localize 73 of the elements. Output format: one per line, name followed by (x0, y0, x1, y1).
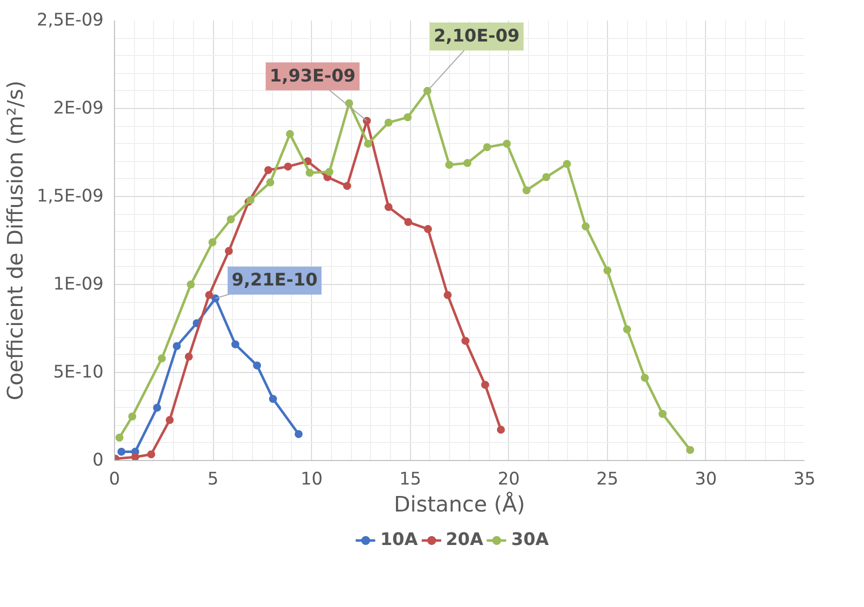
point (445, 160, 454, 169)
point (226, 215, 235, 224)
point (658, 410, 667, 418)
point (481, 380, 490, 389)
x-tick-label: 5 (208, 470, 219, 490)
point (603, 266, 612, 274)
y-tick-label: 2,5E-09 (36, 10, 104, 30)
point (306, 168, 314, 177)
legend-label: 10A (380, 530, 418, 550)
point (461, 336, 470, 345)
y-tick-label: 1E-09 (53, 274, 104, 294)
x-tick-label: 10 (300, 470, 323, 490)
point (231, 340, 240, 348)
point (483, 143, 492, 152)
annotation: 9,21E-10 (232, 270, 318, 291)
y-tick-label: 2E-09 (53, 98, 104, 118)
point (444, 291, 452, 300)
point (640, 374, 649, 382)
point (496, 426, 505, 434)
point (208, 238, 216, 246)
annotation: 1,93E-09 (270, 66, 356, 86)
point (542, 173, 550, 182)
y-axis-title: Coefficient de Diffusion (m²/s) (4, 80, 29, 400)
point (153, 404, 162, 412)
y-tick-label: 5E-10 (53, 362, 104, 382)
point (186, 280, 195, 288)
point (582, 222, 590, 230)
point (264, 166, 272, 174)
point (115, 434, 124, 442)
x-tick-label: 20 (498, 470, 520, 490)
point (362, 116, 371, 125)
point (404, 113, 412, 122)
point (562, 160, 571, 168)
point (686, 446, 694, 454)
point (205, 291, 214, 300)
point (364, 140, 372, 148)
y-tick-label: 1,5E-09 (36, 186, 104, 206)
y-tick-label: 0 (92, 450, 104, 470)
point (286, 130, 294, 138)
point (128, 412, 136, 420)
x-tick-label: 35 (793, 470, 816, 490)
point (147, 450, 156, 458)
point (502, 140, 511, 148)
annotation: 2,10E-09 (434, 26, 520, 47)
point (266, 178, 274, 186)
point (424, 225, 432, 234)
point (269, 394, 278, 403)
x-axis-title: Distance (Å) (394, 492, 526, 518)
point (404, 218, 412, 226)
point (224, 247, 233, 256)
point (284, 162, 292, 171)
x-tick-label: 0 (108, 470, 120, 490)
point (423, 86, 432, 95)
point (294, 430, 303, 438)
point (384, 203, 393, 212)
point (343, 182, 352, 190)
point (184, 352, 193, 361)
point (131, 452, 140, 460)
point (384, 118, 393, 127)
point (166, 416, 174, 424)
x-tick-label: 30 (694, 470, 717, 490)
point (172, 342, 181, 350)
point (253, 361, 262, 370)
point (325, 168, 334, 176)
legend-label: 20A (446, 530, 484, 550)
legend-label: 30A (511, 530, 549, 550)
point (117, 448, 126, 456)
point (623, 325, 632, 334)
point (158, 354, 166, 362)
x-tick-label: 25 (596, 470, 618, 490)
x-tick-label: 15 (399, 470, 422, 490)
point (463, 159, 472, 168)
point (522, 186, 531, 194)
